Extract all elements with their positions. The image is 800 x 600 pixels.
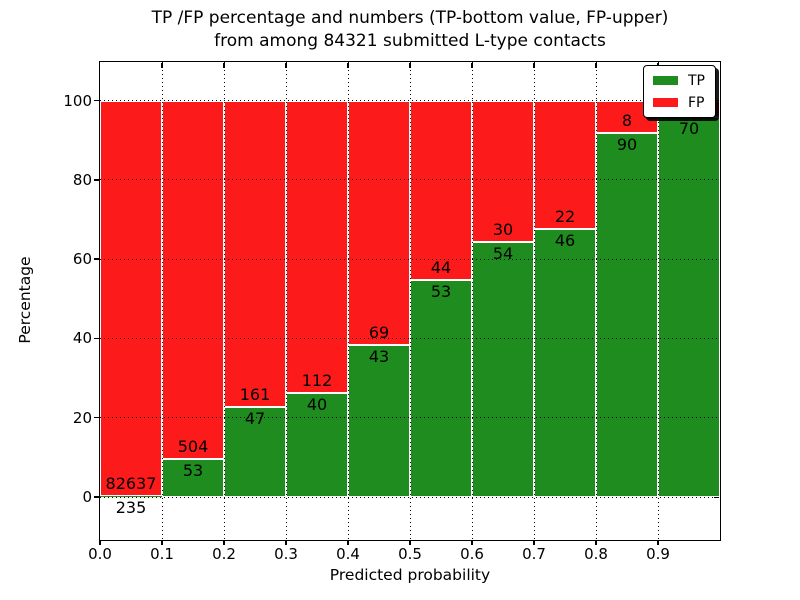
chart-title-line2: from among 84321 submitted L-type contac… [214, 31, 606, 51]
tp-count-label: 47 [244, 409, 266, 429]
x-tick-label: 0.6 [460, 545, 484, 563]
x-tick-label: 0.8 [584, 545, 608, 563]
bar-fp-segment [348, 100, 410, 345]
gridline-vertical [657, 62, 659, 540]
legend-label: FP [688, 94, 705, 111]
y-tick-mark [94, 258, 99, 260]
gridline-vertical [595, 62, 597, 540]
bar-tp-segment [286, 392, 348, 497]
x-tick-label: 0.0 [88, 545, 112, 563]
bar-tp-segment [100, 495, 162, 497]
gridline-horizontal [100, 496, 720, 498]
legend-entry: TP [653, 72, 705, 89]
gridline-vertical [285, 62, 287, 540]
fp-count-label: 44 [430, 258, 452, 278]
y-tick-mark [94, 416, 99, 419]
chart-title: TP /FP percentage and numbers (TP-bottom… [100, 7, 720, 53]
gridline-vertical [533, 62, 535, 540]
legend-label: TP [688, 72, 705, 89]
tp-count-label: 40 [306, 394, 328, 414]
legend: TP FP [643, 65, 716, 118]
y-tick-label: 20 [72, 408, 92, 427]
tp-count-label: 54 [492, 244, 514, 264]
bar-tp-segment [348, 344, 410, 497]
legend-swatch-tp [653, 76, 678, 85]
x-tick-mark [595, 540, 597, 545]
plot-area: 82637 235 504 53 161 47 112 40 69 43 44 53 30 54 22 46 8… [99, 61, 721, 541]
y-tick-mark [94, 496, 99, 498]
gridline-vertical [347, 62, 349, 540]
fp-count-label: 161 [239, 385, 271, 405]
y-tick-label: 0 [82, 488, 92, 506]
bar-labels-layer: 82637 235 504 53 161 47 112 40 69 43 44 53 30 54 22 46 8… [100, 62, 720, 540]
chart-title-line1: TP /FP percentage and numbers (TP-bottom… [151, 8, 669, 28]
x-tick-mark [471, 540, 473, 545]
tp-count-label: 70 [678, 118, 700, 138]
x-tick-mark [657, 540, 659, 545]
bar-fp-segment [100, 100, 162, 496]
tp-count-label: 53 [182, 461, 204, 481]
x-tick-mark [347, 540, 349, 545]
x-tick-mark [99, 540, 101, 545]
x-tick-label: 0.5 [398, 545, 422, 563]
gridline-vertical [161, 62, 163, 540]
bar-tp-segment [162, 459, 224, 497]
tp-count-label: 43 [368, 346, 390, 366]
bar-fp-segment [224, 100, 286, 408]
fp-count-label: 69 [368, 322, 390, 342]
tp-count-label: 90 [616, 134, 638, 154]
x-tick-mark [285, 540, 287, 545]
bar-tp-segment [472, 242, 534, 497]
y-tick-label: 40 [72, 329, 92, 348]
y-axis-label: Percentage [16, 256, 34, 344]
gridline-vertical [223, 62, 225, 540]
x-tick-label: 0.7 [522, 545, 546, 563]
bar-fp-segment [286, 100, 348, 393]
x-tick-label: 0.9 [646, 545, 670, 563]
x-tick-label: 0.1 [150, 545, 174, 563]
x-tick-mark [409, 540, 411, 545]
legend-swatch-fp [653, 98, 678, 107]
y-tick-mark [94, 99, 99, 102]
tp-count-label: 235 [115, 497, 147, 517]
fp-count-label: 112 [301, 370, 333, 390]
fp-count-label: 8 [621, 110, 633, 130]
x-tick-label: 0.4 [336, 545, 360, 563]
fp-count-label: 82637 [105, 473, 157, 493]
fp-count-label: 22 [554, 206, 576, 226]
y-tick-label: 100 [63, 91, 92, 110]
x-tick-label: 0.2 [212, 545, 236, 563]
tp-count-label: 53 [430, 282, 452, 302]
gridline-vertical [471, 62, 473, 540]
x-tick-mark [161, 540, 163, 545]
gridline-horizontal [100, 258, 720, 260]
fp-count-label: 504 [177, 437, 209, 457]
bar-fp-segment [534, 100, 596, 229]
x-tick-label: 0.3 [274, 545, 298, 563]
y-tick-mark [94, 337, 99, 340]
bar-fp-segment [472, 100, 534, 243]
y-tick-label: 60 [72, 250, 92, 269]
gridline-horizontal [100, 179, 720, 181]
legend-entry: FP [653, 94, 705, 111]
x-tick-mark [533, 540, 535, 545]
gridline-vertical [409, 62, 411, 540]
x-tick-mark [223, 540, 225, 545]
bar-tp-segment [224, 407, 286, 497]
y-tick-label: 80 [72, 170, 92, 189]
x-axis-label: Predicted probability [329, 566, 491, 584]
gridline-horizontal [100, 337, 720, 339]
fp-count-label: 30 [492, 220, 514, 240]
gridlines-layer [100, 62, 720, 540]
y-tick-mark [94, 179, 99, 181]
tp-count-label: 46 [554, 230, 576, 250]
gridline-horizontal [100, 417, 720, 419]
gridline-horizontal [100, 100, 720, 101]
